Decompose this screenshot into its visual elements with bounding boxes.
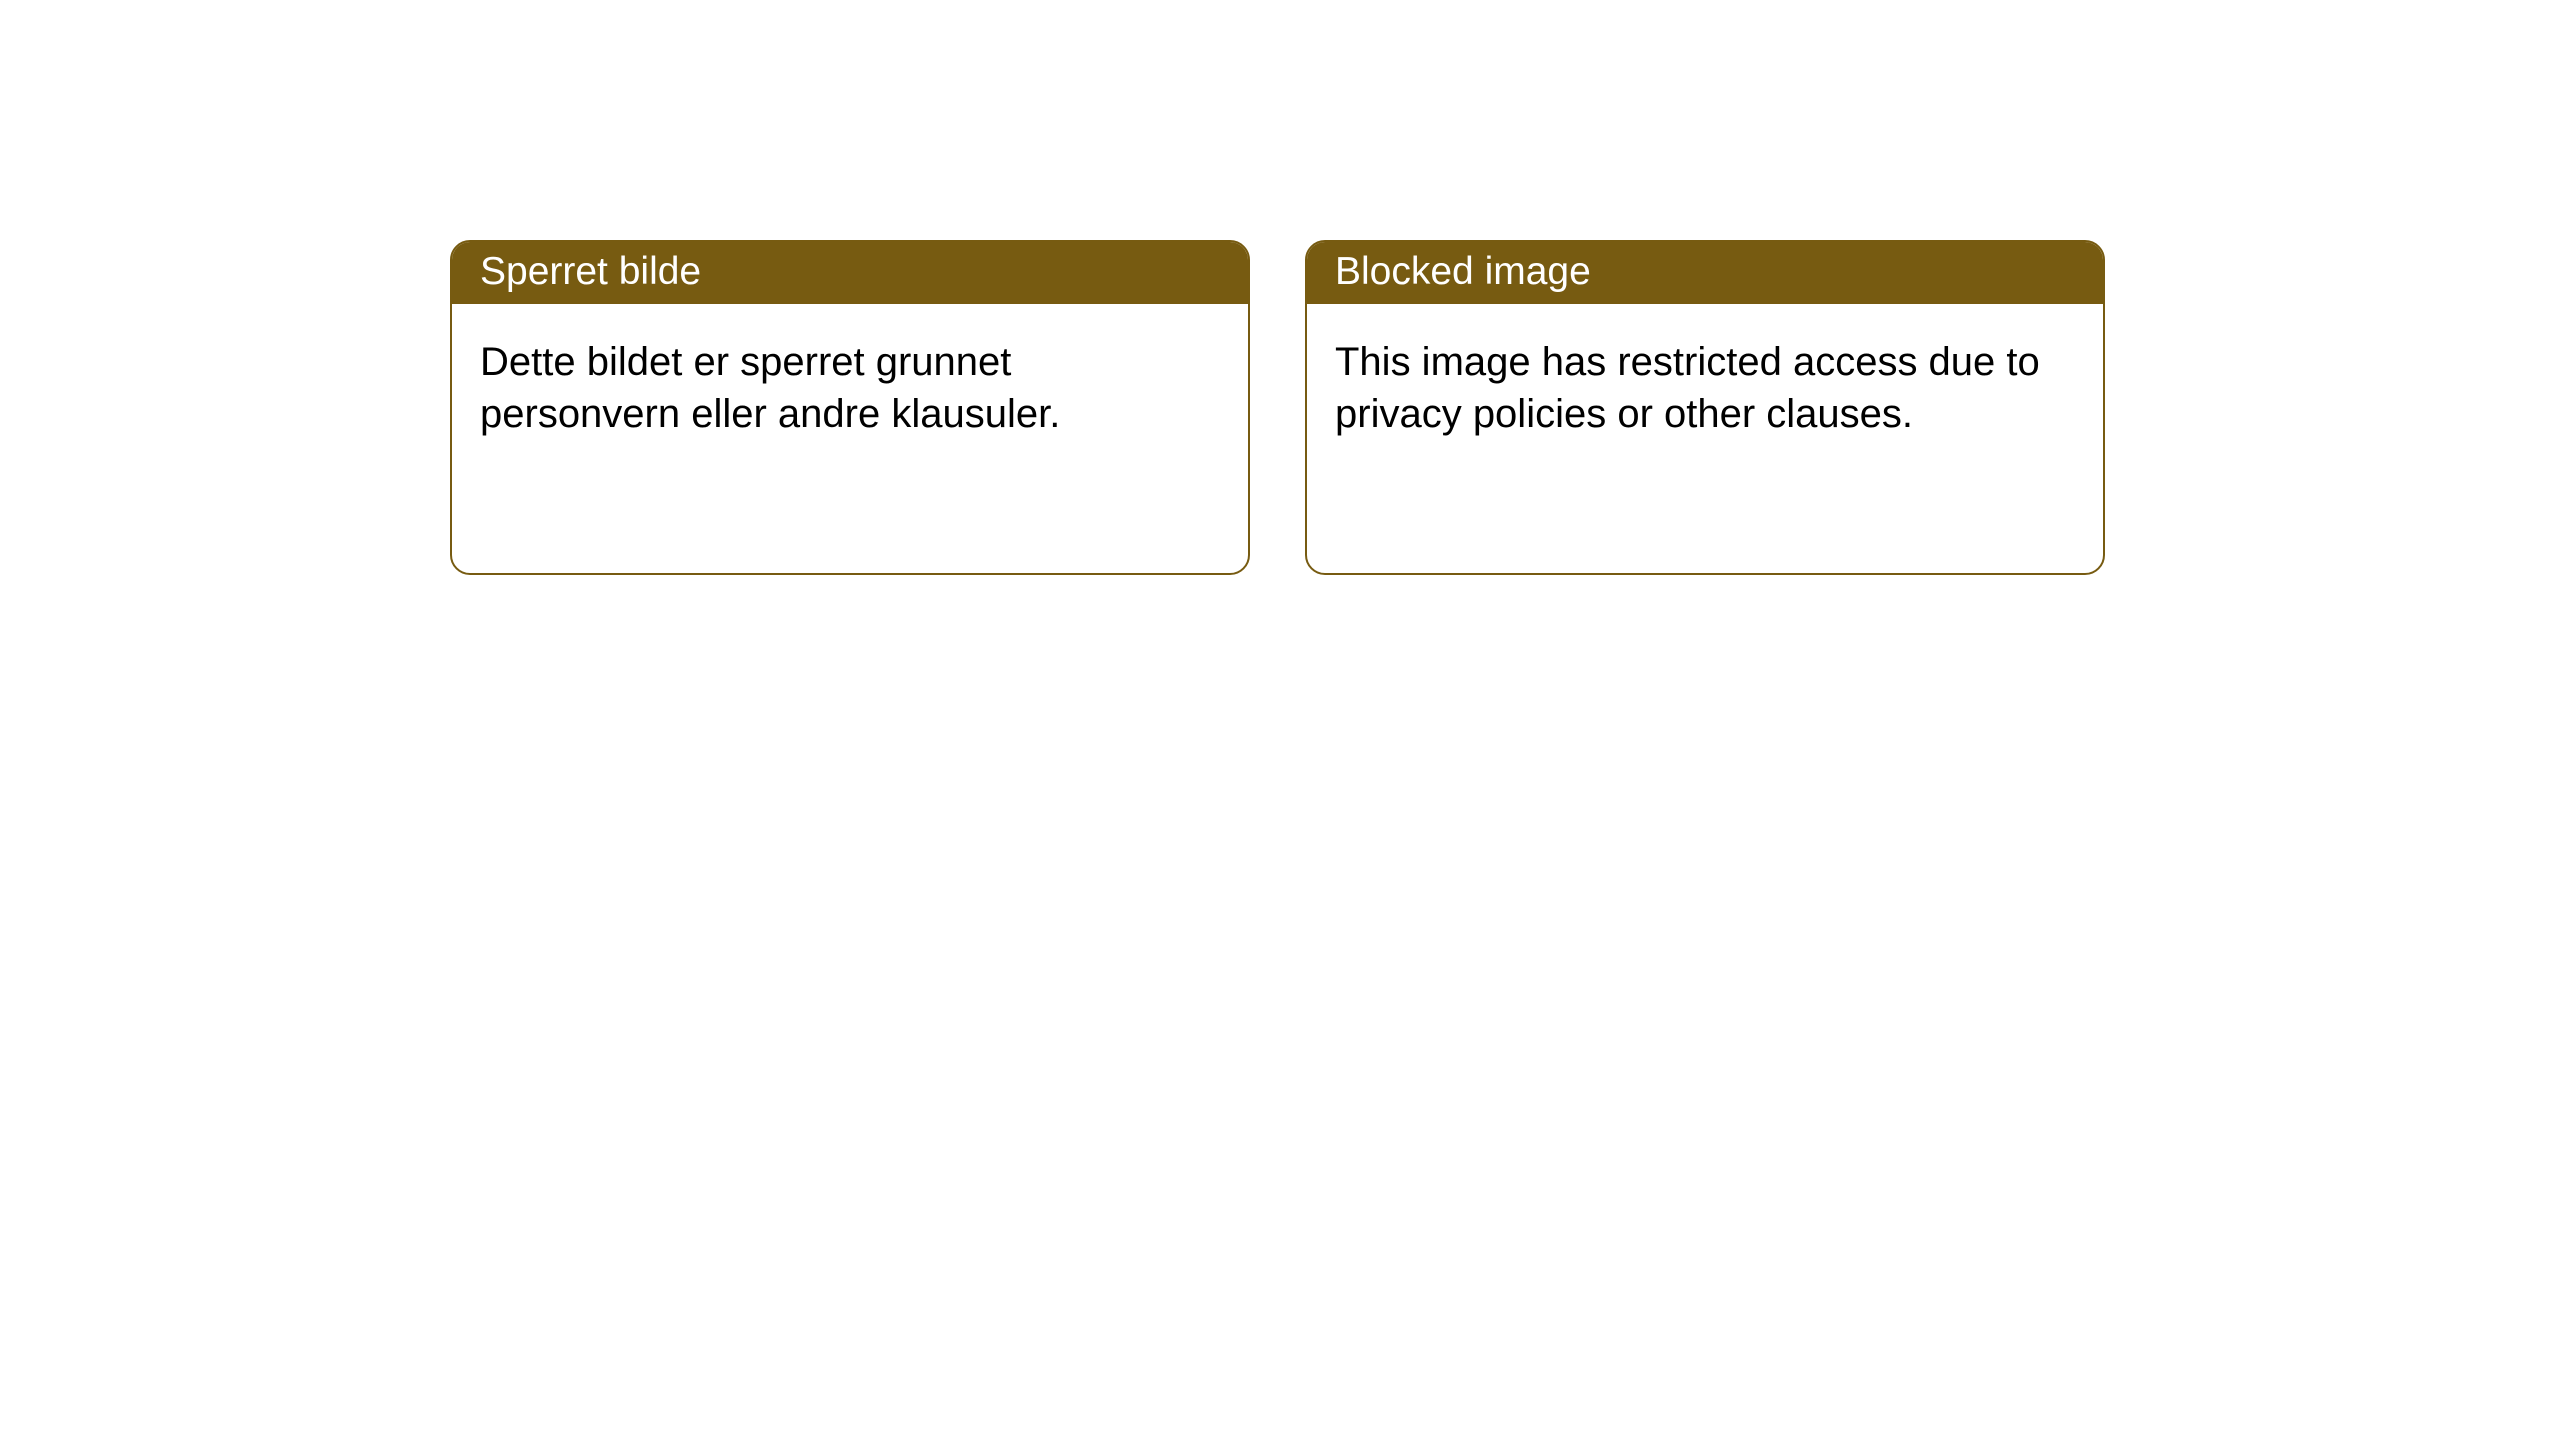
card-body: Dette bildet er sperret grunnet personve…: [452, 304, 1248, 472]
notice-card-norwegian: Sperret bilde Dette bildet er sperret gr…: [450, 240, 1250, 575]
card-body-text: This image has restricted access due to …: [1335, 340, 2040, 436]
notice-cards-container: Sperret bilde Dette bildet er sperret gr…: [0, 0, 2560, 575]
card-body-text: Dette bildet er sperret grunnet personve…: [480, 340, 1060, 436]
card-body: This image has restricted access due to …: [1307, 304, 2103, 472]
card-header: Sperret bilde: [452, 242, 1248, 304]
notice-card-english: Blocked image This image has restricted …: [1305, 240, 2105, 575]
card-title: Sperret bilde: [480, 250, 701, 293]
card-header: Blocked image: [1307, 242, 2103, 304]
card-title: Blocked image: [1335, 250, 1591, 293]
